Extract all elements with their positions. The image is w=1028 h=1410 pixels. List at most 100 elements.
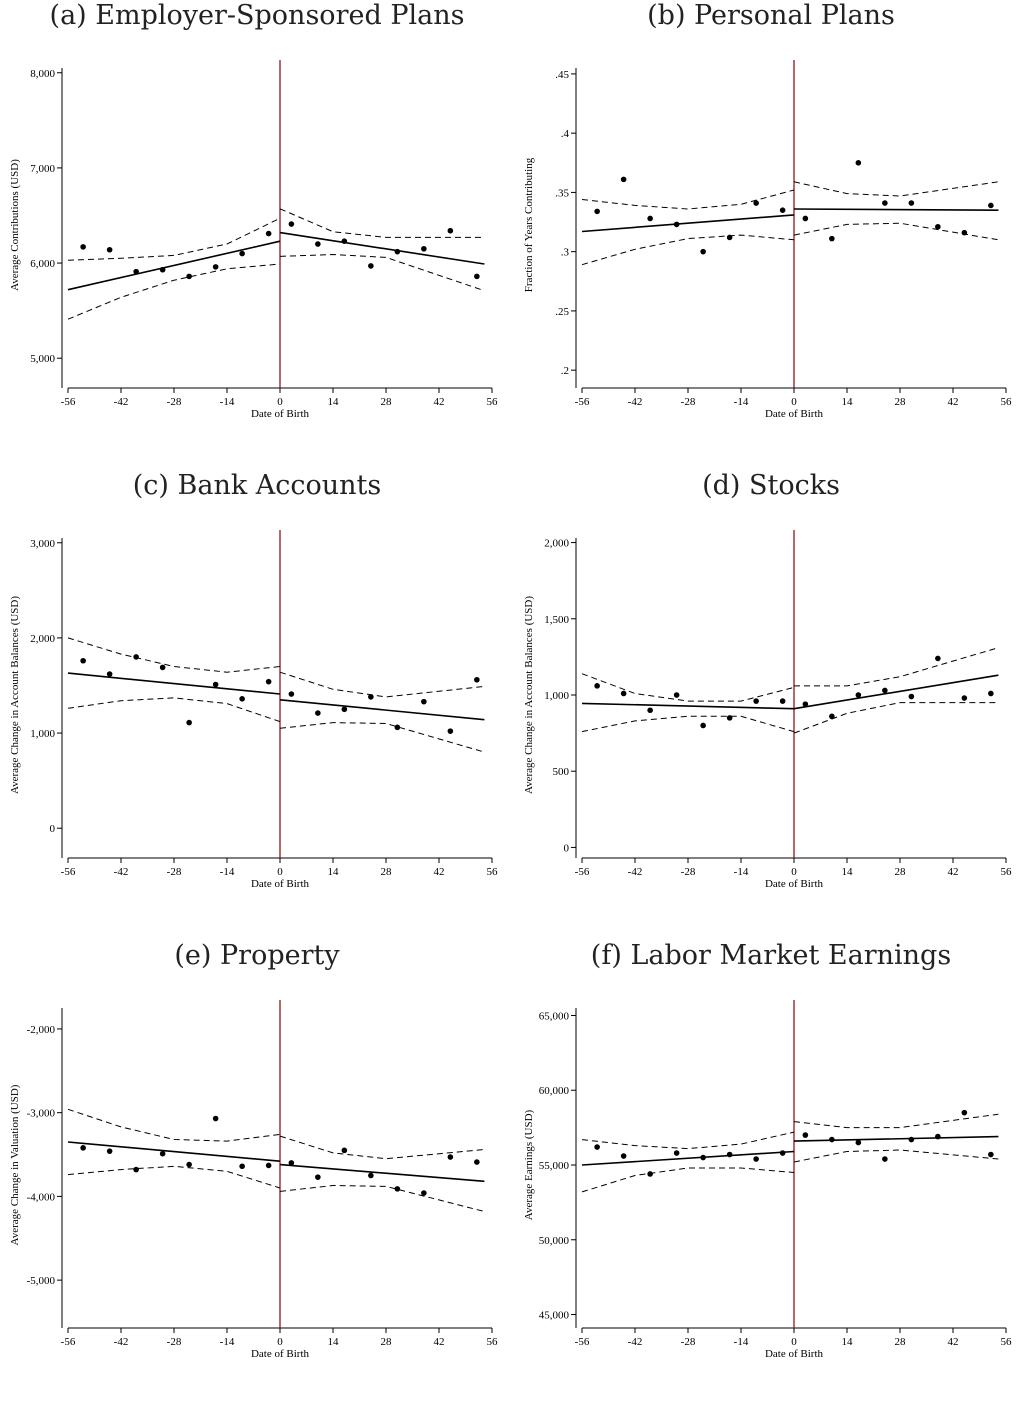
data-point (647, 707, 653, 714)
data-point (829, 1136, 835, 1143)
data-point (700, 1154, 706, 1161)
x-tick-label: 28 (895, 1336, 907, 1348)
data-point (855, 1139, 862, 1146)
data-point (80, 244, 86, 250)
data-point (882, 1156, 888, 1162)
data-point (212, 681, 219, 688)
x-tick-label: -56 (61, 396, 76, 408)
ci-lower-left (581, 1167, 795, 1193)
x-tick-label: -42 (628, 396, 643, 408)
y-tick-label: .2 (561, 365, 569, 377)
y-tick-label: 2,000 (544, 538, 569, 550)
ci-lower-right (793, 222, 999, 241)
y-tick-label: 45,000 (539, 1310, 570, 1322)
data-point (288, 221, 295, 227)
y-tick-label: 8,000 (30, 68, 55, 80)
ci-lower-left (67, 697, 281, 723)
x-tick-label: 14 (328, 396, 340, 408)
data-point (908, 200, 915, 206)
data-point (106, 246, 113, 253)
data-point (265, 230, 272, 237)
x-axis-label: Date of Birth (765, 878, 824, 890)
x-tick-label: 0 (791, 396, 797, 408)
x-tick-label: 56 (1001, 1336, 1013, 1348)
x-tick-label: 56 (487, 1336, 499, 1348)
x-tick-label: 28 (381, 396, 393, 408)
data-point (265, 1162, 272, 1169)
data-point (133, 654, 139, 660)
x-axis-label: Date of Birth (765, 1348, 824, 1360)
y-tick-label: 65,000 (539, 1010, 570, 1022)
data-point (753, 698, 759, 704)
x-tick-label: -14 (220, 1336, 235, 1348)
ci-upper-right (793, 181, 999, 197)
x-tick-label: 28 (381, 1336, 393, 1348)
data-point (133, 1166, 139, 1173)
data-point (935, 1133, 941, 1140)
data-point (288, 691, 295, 697)
data-point (594, 208, 600, 215)
panel-title: (e) Property (174, 940, 340, 971)
panel-b: (b) Personal Plans .2 .25 .3 .35 .4 .45 Fracti… (514, 0, 1028, 470)
y-tick-label: 1,000 (30, 728, 55, 740)
data-point (753, 1156, 759, 1162)
data-point (265, 678, 272, 685)
x-tick-label: -42 (628, 866, 643, 878)
data-point (421, 245, 427, 252)
fit-line-left (67, 1141, 281, 1162)
x-tick-label: -28 (681, 866, 696, 878)
ci-upper-left (581, 189, 795, 210)
data-point (315, 241, 321, 247)
y-tick-label: 50,000 (539, 1235, 570, 1247)
y-tick-label: 0 (50, 823, 56, 835)
fit-line-right (279, 1163, 485, 1183)
data-point (106, 671, 113, 677)
x-tick-label: 42 (948, 1336, 959, 1348)
data-point (212, 1115, 219, 1122)
data-point (288, 1160, 295, 1166)
y-tick-label: .4 (561, 128, 570, 140)
fit-line-left (581, 702, 795, 710)
data-point (447, 227, 454, 234)
y-tick-label: 55,000 (539, 1160, 570, 1172)
x-tick-label: -14 (734, 866, 749, 878)
panel-title: (a) Employer-Sponsored Plans (49, 0, 465, 31)
data-point (239, 1163, 245, 1170)
x-tick-label: -14 (734, 396, 749, 408)
y-axis-label: Average Contributions (USD) (9, 159, 21, 291)
x-axis-label: Date of Birth (251, 408, 310, 420)
data-point (779, 207, 786, 213)
data-point (186, 719, 192, 726)
data-point (620, 1153, 627, 1159)
data-point (106, 1148, 113, 1154)
data-point (802, 1132, 809, 1138)
data-point (726, 234, 733, 241)
chart-a: 5,000 6,000 7,000 8,000 Average Contribution… (9, 60, 498, 420)
x-tick-label: 0 (791, 866, 797, 878)
ci-upper-left (67, 217, 281, 261)
x-tick-label: -28 (167, 866, 182, 878)
x-tick-label: 14 (842, 1336, 854, 1348)
data-point (474, 1159, 480, 1165)
data-point (647, 1171, 653, 1177)
fit-line-right (279, 699, 485, 721)
ci-lower-left (67, 1165, 281, 1189)
x-tick-label: 0 (277, 866, 283, 878)
data-point (239, 250, 245, 257)
y-tick-label: -3,000 (27, 1108, 56, 1120)
x-tick-label: -42 (114, 396, 129, 408)
y-tick-label: -4,000 (27, 1191, 56, 1203)
data-point (341, 706, 348, 713)
y-axis-label: Average Change in Account Balances (USD) (9, 596, 21, 794)
x-tick-label: -28 (167, 396, 182, 408)
ci-lower-left (581, 234, 795, 266)
data-point (368, 263, 374, 269)
panel-title: (f) Labor Market Earnings (590, 940, 952, 971)
x-tick-label: 56 (1001, 396, 1013, 408)
data-point (186, 1161, 192, 1168)
x-tick-label: -28 (681, 1336, 696, 1348)
data-point (988, 1151, 994, 1158)
x-tick-label: -56 (575, 866, 590, 878)
y-axis-label: Average Change in Valuation (USD) (9, 1084, 21, 1245)
chart-d: 0 500 1,000 1,500 2,000 Average Change in Acc… (523, 530, 1012, 890)
